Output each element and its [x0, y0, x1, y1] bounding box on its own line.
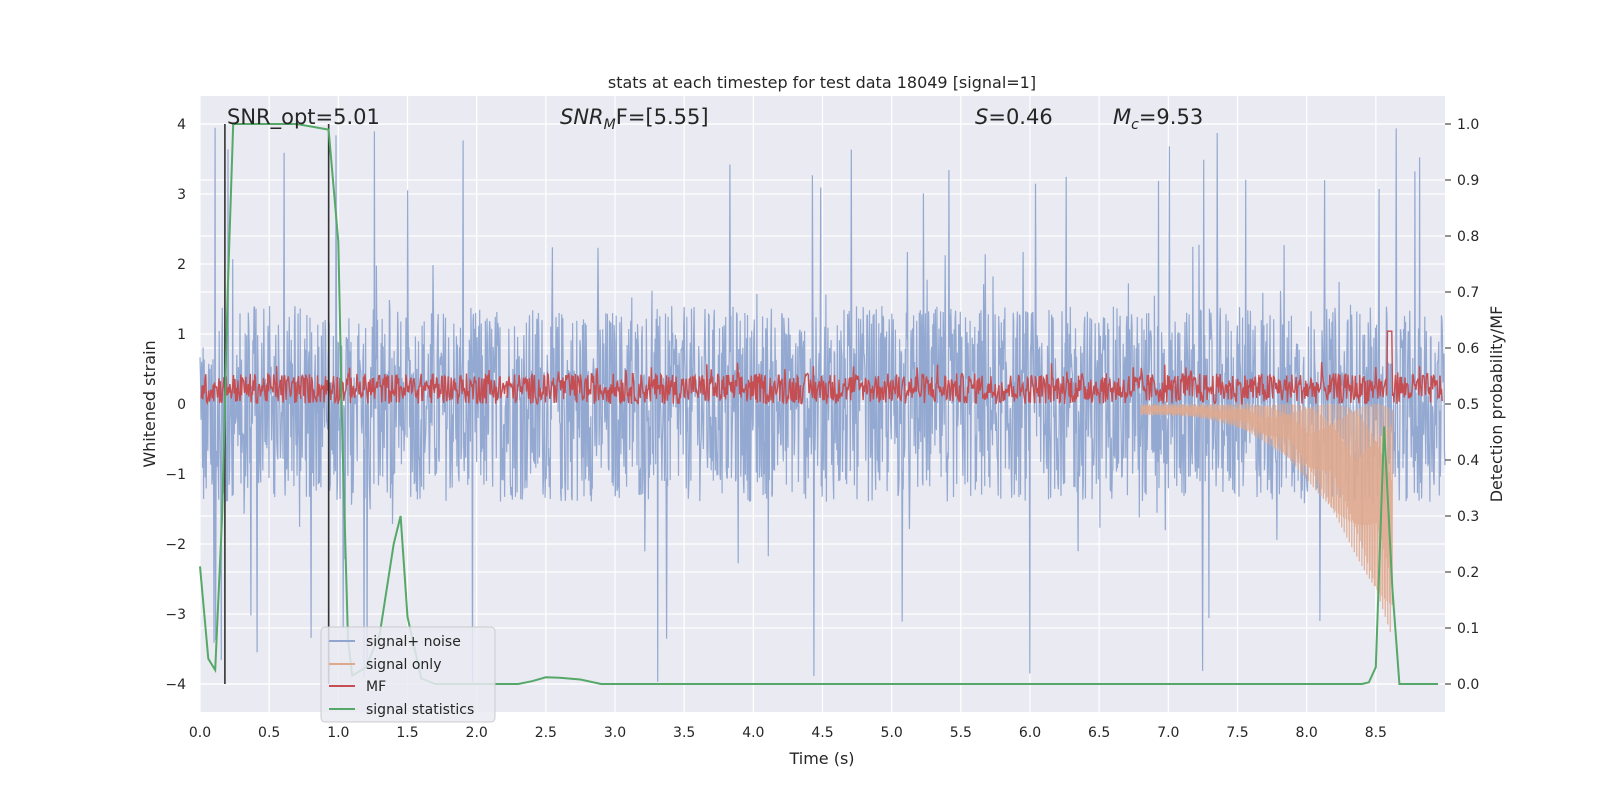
- y-right-tick-label: 1.0: [1457, 117, 1479, 133]
- s-annotation: S=0.46: [975, 105, 1053, 129]
- axis-ticks: 0.0 0.5 1.0 1.5 2.0 2.5 3.0 3.5 4.0 4.5 5.0 5.5 6.0 6…: [165, 117, 1479, 741]
- legend-label-signal-noise: signal+ noise: [366, 634, 461, 650]
- legend-label-signal-only: signal only: [366, 657, 441, 673]
- x-tick-label: 5.5: [950, 725, 972, 741]
- y-right-tick-label: 0.5: [1457, 397, 1479, 413]
- mc-subscript: c: [1131, 117, 1139, 133]
- x-tick-label: 5.0: [881, 725, 903, 741]
- legend-box: [320, 626, 496, 723]
- s-value: =0.46: [988, 105, 1052, 129]
- x-tick-label: 6.0: [1019, 725, 1041, 741]
- y-left-tick-label: 3: [177, 187, 186, 203]
- snr-mf-subscript: M: [604, 117, 616, 133]
- y-left-tick-label: 2: [177, 257, 186, 273]
- x-tick-label: 2.0: [466, 725, 488, 741]
- y-right-tick-label: 0.1: [1457, 621, 1479, 637]
- x-tick-label: 1.5: [396, 725, 418, 741]
- y-left-tick-label: −4: [165, 677, 186, 693]
- y-right-tick-label: 0.7: [1457, 285, 1479, 301]
- x-tick-label: 3.0: [604, 725, 626, 741]
- x-tick-label: 4.0: [742, 725, 764, 741]
- x-tick-label: 1.0: [327, 725, 349, 741]
- x-tick-label: 2.5: [535, 725, 557, 741]
- y-right-tick-label: 0.2: [1457, 565, 1479, 581]
- y-right-tick-label: 0.6: [1457, 341, 1479, 357]
- y-left-tick-label: 1: [177, 327, 186, 343]
- y-axis-title-right: Detection probability/MF: [1487, 306, 1506, 503]
- y-right-tick-label: 0.3: [1457, 509, 1479, 525]
- chart-title: stats at each timestep for test data 180…: [608, 73, 1036, 92]
- mc-annotation: Mc=9.53: [1113, 105, 1203, 133]
- signal-noise-trace: [199, 127, 1446, 682]
- y-left-tick-label: −3: [165, 607, 186, 623]
- x-tick-label: 6.5: [1088, 725, 1110, 741]
- mf-line: [200, 330, 1443, 406]
- x-tick-label: 7.5: [1226, 725, 1248, 741]
- legend: signal+ noise signal only MF signal stat…: [320, 626, 496, 723]
- y-right-tick-label: 0.9: [1457, 173, 1479, 189]
- x-tick-label: 4.5: [811, 725, 833, 741]
- y-left-tick-label: −2: [165, 537, 186, 553]
- snr-mf-value: F=[5.55]: [616, 105, 709, 129]
- x-tick-label: 0.0: [189, 725, 211, 741]
- x-tick-label: 7.0: [1157, 725, 1179, 741]
- y-right-tick-label: 0.8: [1457, 229, 1479, 245]
- snr-mf-label: SNR: [560, 105, 604, 129]
- signal-only-trace: [1140, 403, 1393, 633]
- y-right-tick-label: 0.4: [1457, 453, 1479, 469]
- x-tick-label: 8.5: [1365, 725, 1387, 741]
- x-tick-label: 3.5: [673, 725, 695, 741]
- y-left-tick-label: −1: [165, 467, 186, 483]
- mc-label: M: [1113, 105, 1131, 129]
- y-left-tick-label: 4: [177, 117, 186, 133]
- x-tick-label: 0.5: [258, 725, 280, 741]
- mf-trace: [200, 330, 1443, 406]
- signal-noise-line: [199, 127, 1446, 682]
- mc-value: =9.53: [1139, 105, 1203, 129]
- y-axis-title-left: Whitened strain: [140, 340, 159, 467]
- signal-only-line: [1140, 403, 1393, 633]
- x-tick-label: 8.0: [1296, 725, 1318, 741]
- y-right-tick-label: 0.0: [1457, 677, 1479, 693]
- snr-mf-annotation: SNRMF=[5.55]: [560, 105, 709, 133]
- x-axis-title: Time (s): [788, 749, 854, 768]
- legend-label-mf: MF: [366, 679, 386, 695]
- snr-opt-annotation: SNR_opt=5.01: [227, 105, 380, 130]
- y-left-tick-label: 0: [177, 397, 186, 413]
- s-label: S: [975, 105, 988, 129]
- legend-label-signal-statistics: signal statistics: [366, 702, 474, 718]
